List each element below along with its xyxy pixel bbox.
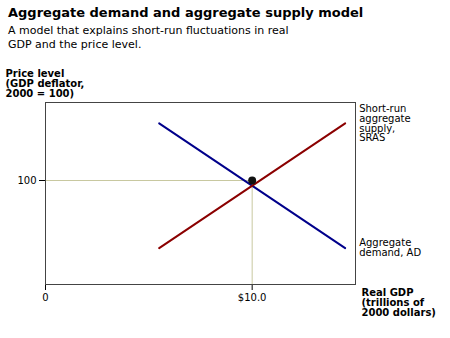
svg-text:Price level(GDP deflator,2000: Price level(GDP deflator,2000 = 100) xyxy=(6,68,85,99)
svg-text:0: 0 xyxy=(42,292,48,303)
svg-text:Aggregatedemand, AD: Aggregatedemand, AD xyxy=(359,237,421,258)
svg-text:Short-runaggregatesupply,SRAS: Short-runaggregatesupply,SRAS xyxy=(359,103,410,144)
html-text:A model that explains short-ru: A model that explains short-run fluctuat… xyxy=(8,24,289,51)
svg-text:$10.0: $10.0 xyxy=(238,292,267,303)
html-text:Aggregate demand and aggregate: Aggregate demand and aggregate supply mo… xyxy=(8,5,364,20)
svg-text:100: 100 xyxy=(17,175,36,186)
svg-text:Real GDP(trillions of2000 doll: Real GDP(trillions of2000 dollars) xyxy=(362,287,436,318)
